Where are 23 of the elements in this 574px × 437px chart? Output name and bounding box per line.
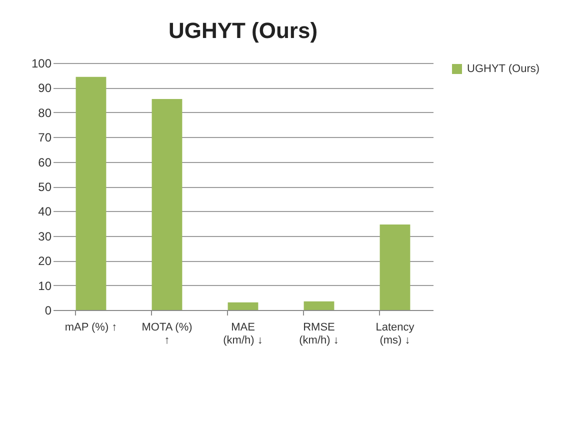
x-tick-label: MOTA (%) ↑ — [142, 322, 192, 346]
y-tick-label: 70 — [38, 130, 52, 145]
chart-title: UGHYT (Ours) — [168, 18, 318, 43]
bar — [228, 302, 258, 310]
x-tick-label: RMSE (km/h) ↓ — [299, 322, 339, 346]
x-tick-label: Latency (ms) ↓ — [376, 322, 415, 346]
y-tick-label: 20 — [38, 254, 52, 268]
y-tick-label: 0 — [44, 304, 52, 318]
bar — [380, 224, 410, 310]
bar — [152, 99, 182, 310]
bar — [76, 76, 106, 310]
x-tick-label: mAP (%) ↑ — [64, 322, 118, 334]
y-tick-label: 50 — [38, 180, 52, 194]
y-tick-label: 40 — [38, 204, 52, 219]
y-tick-label: 60 — [38, 155, 52, 170]
legend-label: UGHYT (Ours) — [467, 63, 540, 75]
y-tick-label: 90 — [38, 81, 52, 96]
y-tick-label: 100 — [31, 56, 52, 70]
x-tick-label: MAE (km/h) ↓ — [223, 322, 263, 346]
y-tick-label: 10 — [38, 278, 52, 293]
bar — [304, 301, 334, 310]
y-tick-label: 30 — [38, 229, 52, 244]
y-tick-label: 80 — [38, 106, 52, 120]
